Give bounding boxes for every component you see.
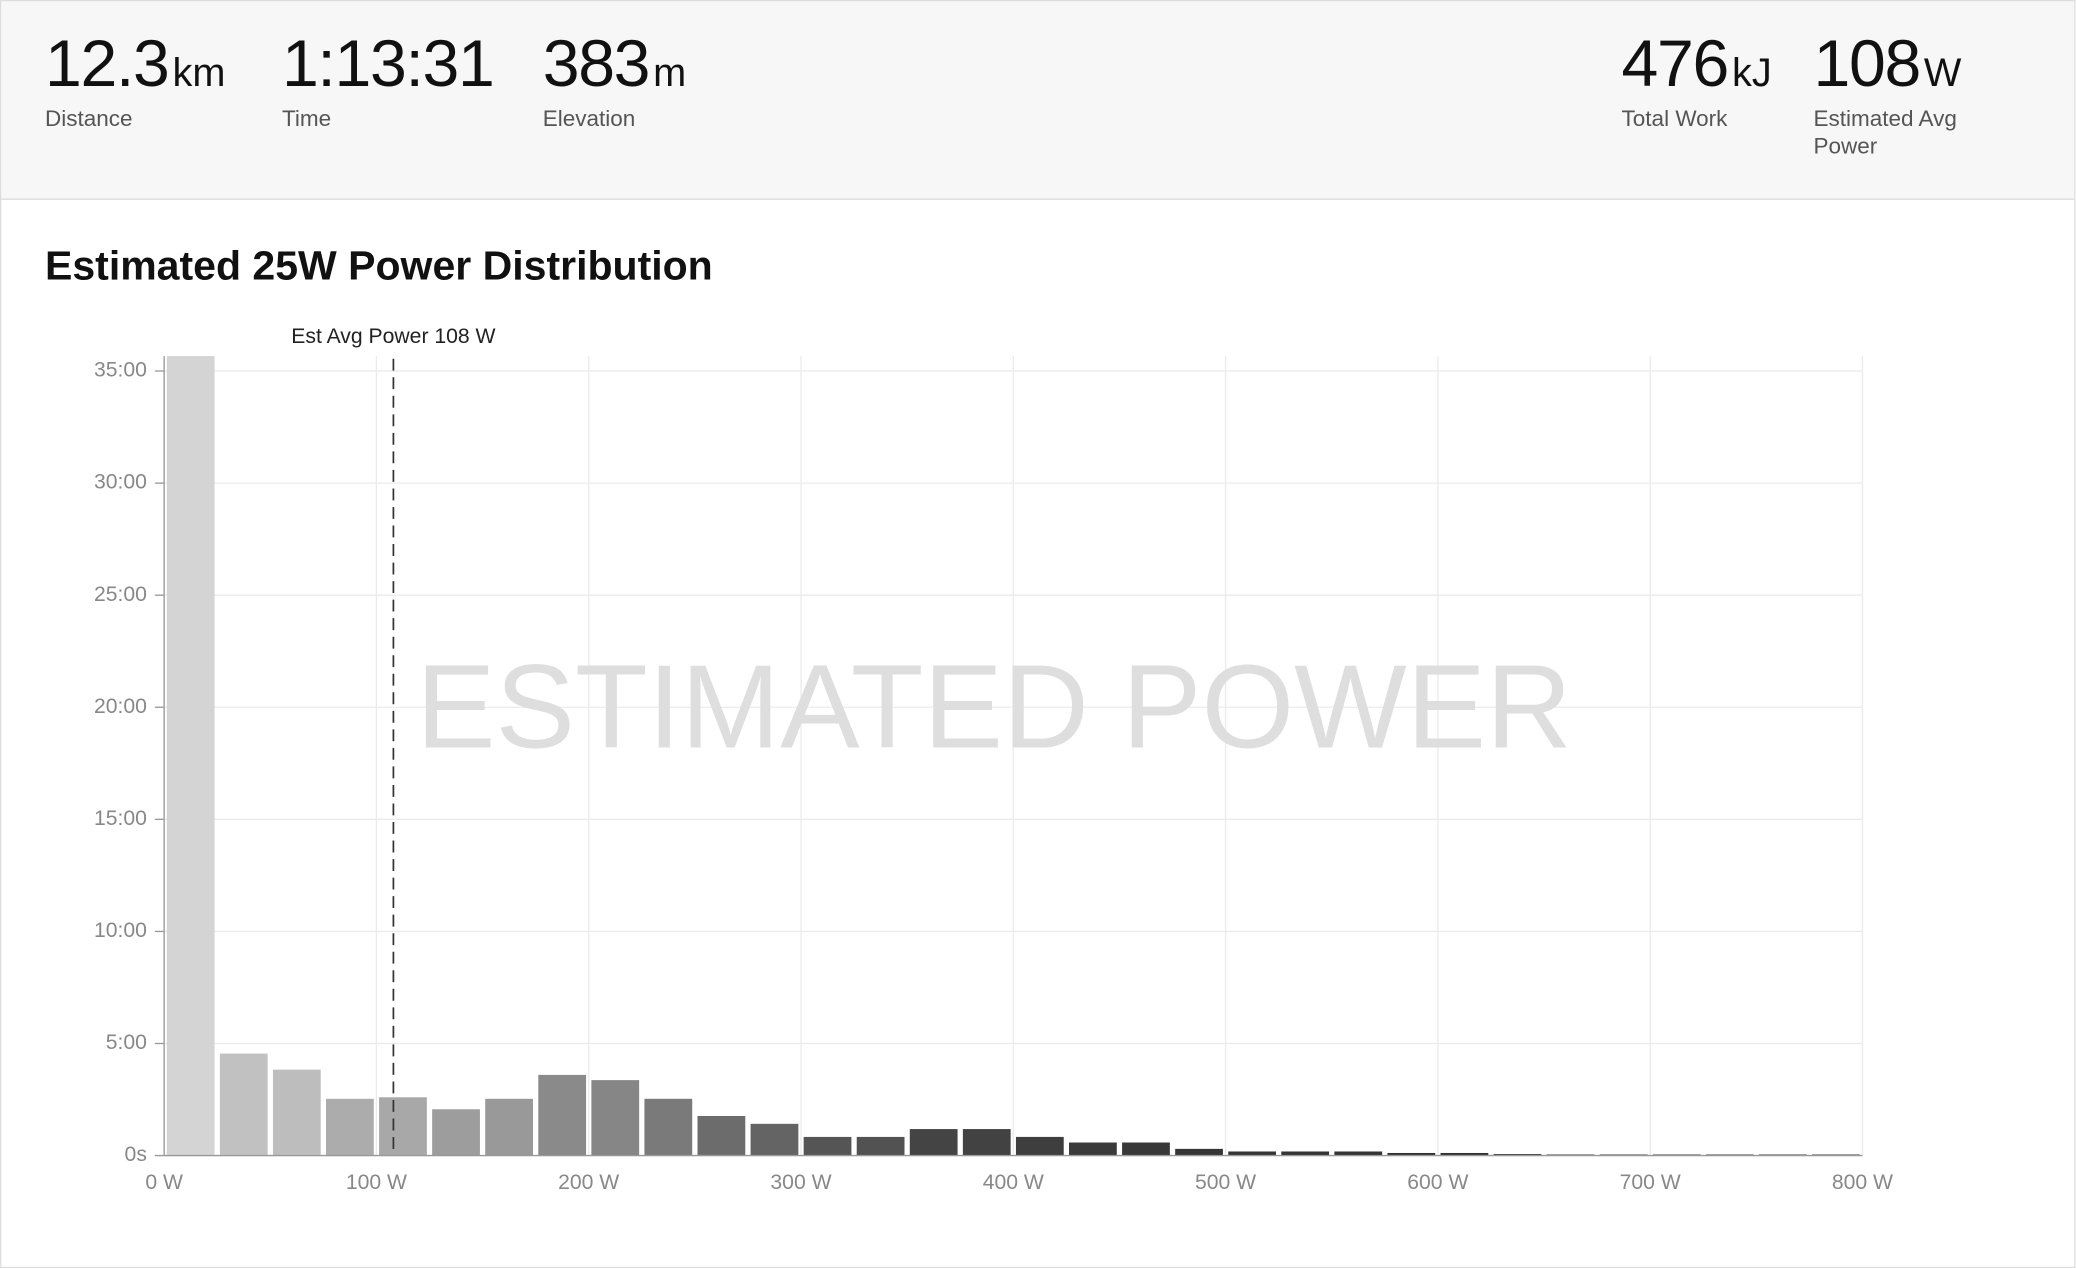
x-tick-label: 200 W	[558, 1171, 619, 1194]
stats-header: 12.3 km Distance 1:13:31 Time 383 m Elevation 47…	[1, 1, 2075, 200]
avg-power-label: Est Avg Power 108 W	[291, 325, 495, 348]
x-tick-label: 500 W	[1195, 1171, 1256, 1194]
chart-title: Estimated 25W Power Distribution	[45, 243, 713, 289]
stat-value: 476	[1621, 26, 1730, 101]
bar	[1440, 1152, 1489, 1156]
bar	[432, 1109, 480, 1156]
stat: 12.3 km Distance	[45, 25, 225, 132]
stat-value-row: 12.3 km	[45, 25, 225, 102]
x-tick-label: 800 W	[1832, 1171, 1893, 1194]
bar	[591, 1080, 640, 1156]
stat-value-row: 383 m	[543, 25, 687, 102]
chart: Estimated 25W Power Distribution 0s 5:00 1…	[45, 243, 1893, 1194]
bar	[1387, 1152, 1436, 1156]
stat-unit: kJ	[1731, 51, 1772, 96]
bar	[166, 356, 215, 1156]
y-tick-label: 20:00	[94, 695, 147, 718]
stat-value: 12.3	[45, 26, 170, 101]
stat-label: Time	[281, 105, 332, 132]
stat: 1:13:31 Time	[281, 25, 495, 132]
bar	[909, 1129, 958, 1156]
bar	[326, 1098, 374, 1156]
bar	[538, 1074, 587, 1156]
bar	[1015, 1136, 1064, 1156]
stat-label: Elevation	[542, 105, 636, 132]
stat-value: 108	[1813, 26, 1921, 101]
y-tick-label: 5:00	[106, 1031, 147, 1054]
bar	[1281, 1151, 1330, 1156]
bar	[1228, 1151, 1277, 1156]
stat-value-row: 108 W	[1813, 25, 1992, 102]
y-tick-label: 10:00	[94, 919, 147, 942]
bar	[856, 1136, 905, 1156]
bar	[1069, 1142, 1117, 1156]
bar	[219, 1053, 268, 1156]
bar	[803, 1136, 852, 1156]
bar	[644, 1098, 693, 1156]
stat-unit: m	[653, 51, 687, 96]
bar	[750, 1123, 799, 1156]
stat: 476 kJ Total Work	[1622, 25, 1772, 132]
stat-value-row: 1:13:31	[281, 25, 495, 102]
y-tick-label: 25:00	[94, 583, 147, 606]
bar	[272, 1069, 321, 1156]
bar	[1175, 1148, 1223, 1156]
stat-value-row: 476 kJ	[1622, 25, 1772, 102]
y-tick-label: 35:00	[94, 359, 147, 382]
x-tick-label: 100 W	[346, 1171, 407, 1194]
y-tick-label: 15:00	[94, 807, 147, 830]
stat-label: Total Work	[1621, 105, 1728, 132]
x-tick-label: 700 W	[1620, 1171, 1681, 1194]
y-tick-label: 30:00	[94, 471, 147, 494]
x-tick-label: 0 W	[145, 1171, 183, 1194]
x-tick-label: 400 W	[983, 1171, 1044, 1194]
stat-unit: W	[1923, 51, 1962, 96]
stat: 383 m Elevation	[543, 25, 687, 132]
stat-value: 1:13:31	[281, 26, 495, 101]
stat-value: 383	[542, 26, 651, 101]
stat-unit: km	[172, 51, 226, 96]
bar	[1493, 1154, 1542, 1156]
x-tick-label: 600 W	[1407, 1171, 1468, 1194]
y-tick-label: 0s	[125, 1143, 147, 1166]
bar	[697, 1115, 746, 1156]
stat: 108 W Estimated Avg Power	[1813, 25, 1992, 160]
bar	[1334, 1151, 1383, 1156]
bar	[485, 1098, 533, 1156]
bar	[962, 1129, 1011, 1156]
stat-label: Distance	[45, 105, 133, 132]
watermark: ESTIMATED POWER	[416, 641, 1572, 774]
stat-label: Estimated Avg Power	[1813, 105, 1957, 159]
bar	[1122, 1142, 1170, 1156]
x-tick-label: 300 W	[770, 1171, 831, 1194]
bar	[379, 1097, 427, 1156]
